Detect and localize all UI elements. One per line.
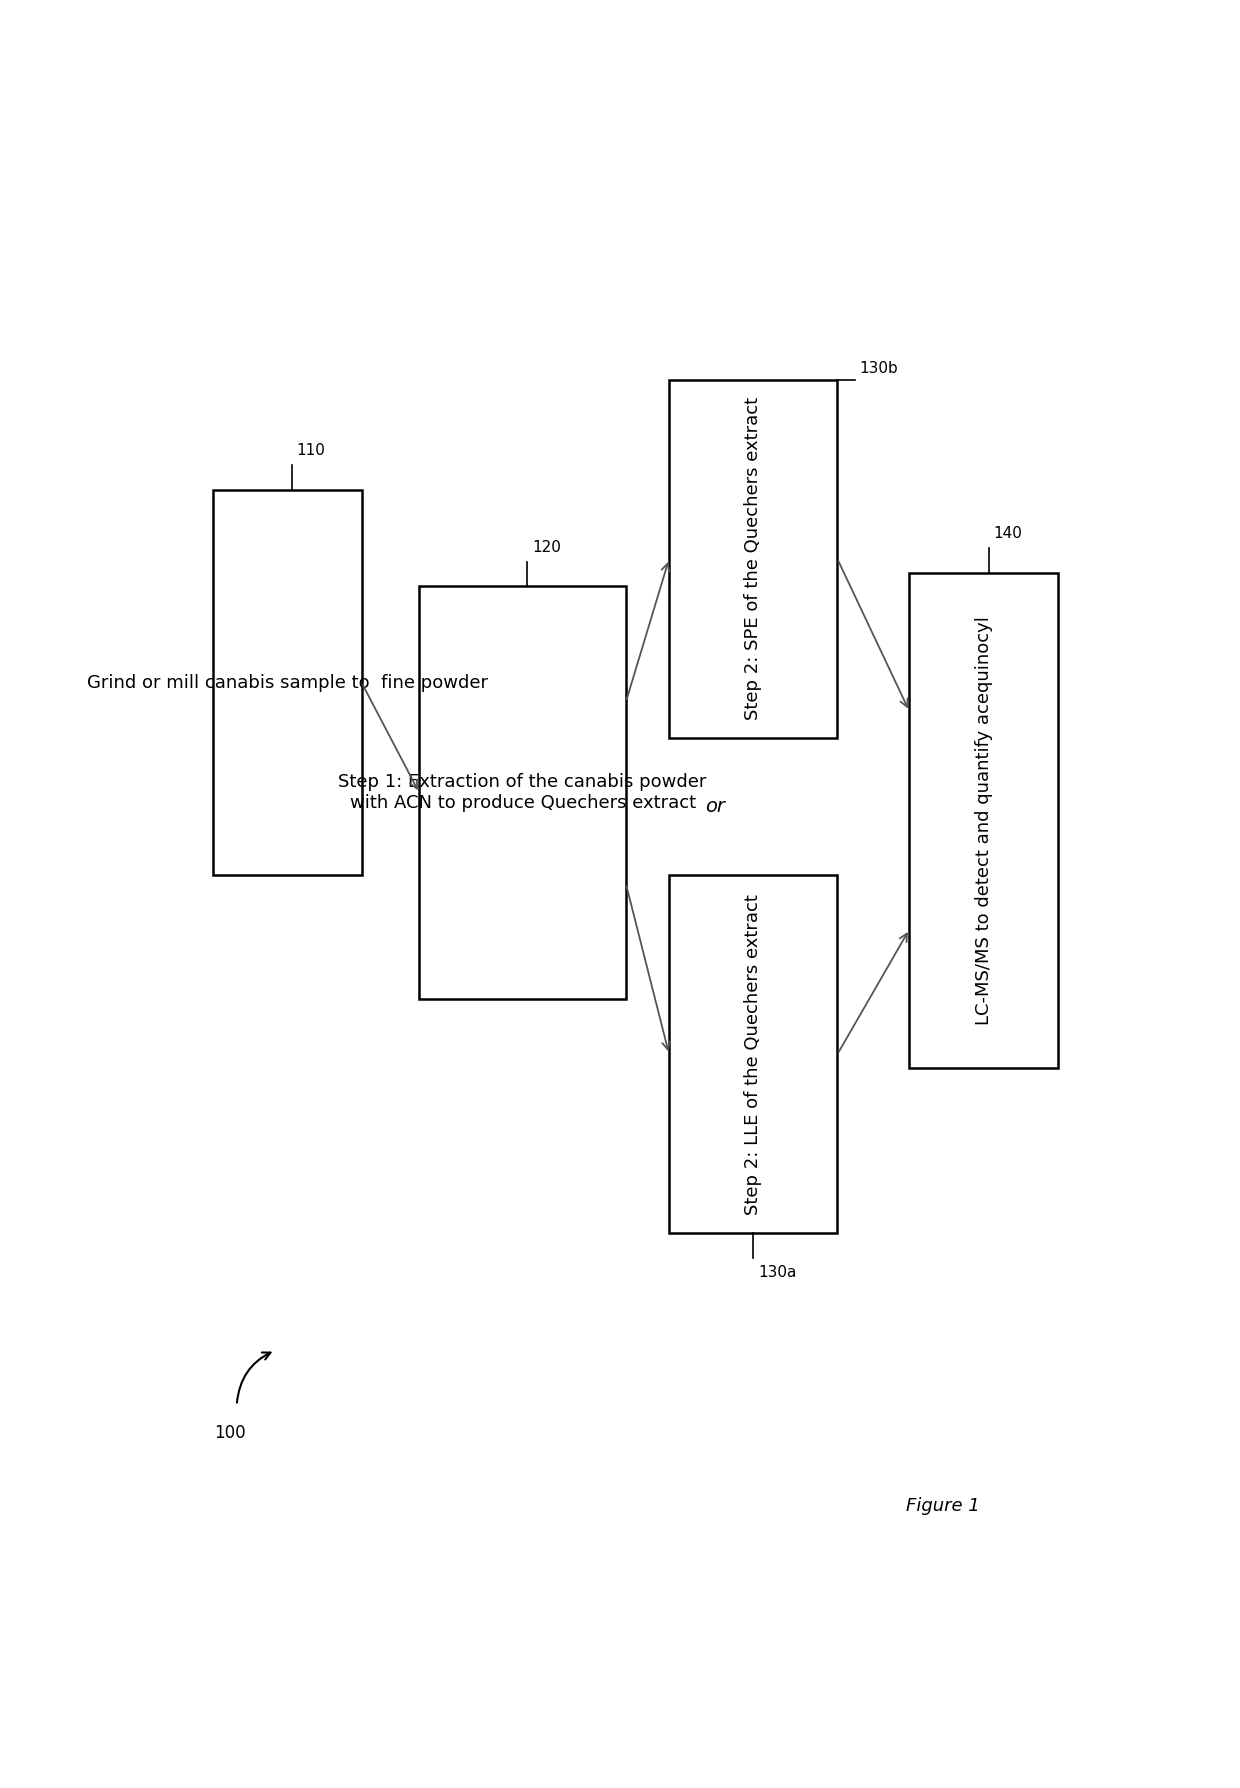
Text: 140: 140 [993, 526, 1022, 540]
Text: 130a: 130a [758, 1266, 796, 1280]
Bar [419, 586, 626, 999]
Bar [670, 379, 837, 738]
Text: LC-MS/MS to detect and quantify acequinocyl: LC-MS/MS to detect and quantify acequino… [975, 615, 993, 1025]
Bar [670, 876, 837, 1234]
Text: 100: 100 [215, 1423, 247, 1441]
Text: Step 2: LLE of the Quechers extract: Step 2: LLE of the Quechers extract [744, 894, 763, 1214]
Text: Figure 1: Figure 1 [906, 1497, 980, 1514]
Bar [909, 572, 1058, 1067]
Text: 110: 110 [296, 443, 326, 458]
Text: Step 2: SPE of the Quechers extract: Step 2: SPE of the Quechers extract [744, 397, 763, 721]
FancyArrowPatch shape [237, 1352, 270, 1404]
Text: or: or [704, 797, 724, 815]
Text: Grind or mill canabis sample to  fine powder: Grind or mill canabis sample to fine pow… [87, 674, 487, 692]
Text: Step 1: Extraction of the canabis powder
with ACN to produce Quechers extract: Step 1: Extraction of the canabis powder… [339, 774, 707, 812]
Bar [213, 490, 362, 876]
Text: 120: 120 [532, 540, 560, 554]
Text: 130b: 130b [859, 361, 898, 375]
